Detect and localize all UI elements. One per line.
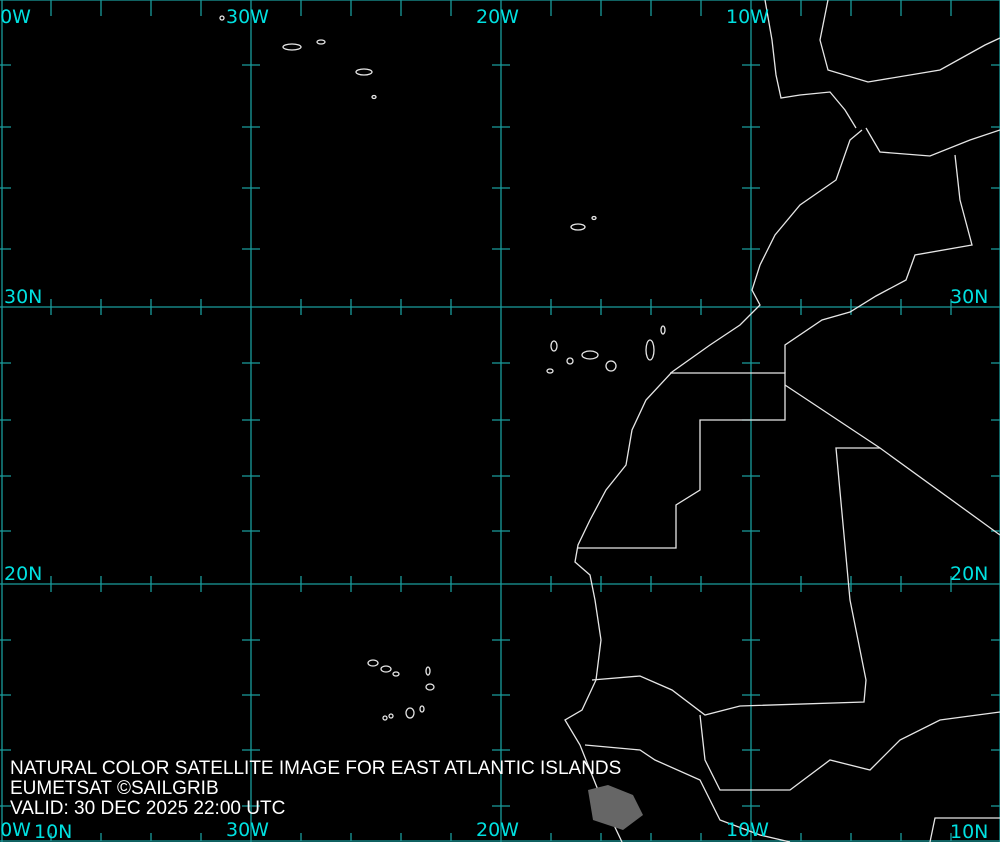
caption-valid-time: VALID: 30 DEC 2025 22:00 UTC bbox=[10, 798, 286, 819]
caption-credit: EUMETSAT ©SAILGRIB bbox=[10, 778, 219, 799]
lat-label-left-30n: 30N bbox=[4, 286, 43, 308]
canary-islands bbox=[546, 325, 666, 374]
lat-label-right-20n: 20N bbox=[950, 563, 989, 585]
africa-west-coast bbox=[564, 129, 863, 842]
caption-title: NATURAL COLOR SATELLITE IMAGE FOR EAST A… bbox=[10, 758, 622, 779]
lon-label-top-20w: 20W bbox=[476, 6, 519, 28]
bijagos-islands bbox=[588, 785, 643, 830]
lon-label-bottom-40w: 40W bbox=[0, 819, 31, 841]
iberia-coast bbox=[764, 0, 857, 129]
madeira-islands bbox=[570, 215, 597, 231]
lon-label-bottom-20w: 20W bbox=[476, 819, 519, 841]
azores-islands bbox=[219, 15, 377, 100]
cape-verde-islands bbox=[367, 659, 435, 721]
western-sahara-border bbox=[578, 372, 786, 549]
lat-label-left-20n: 20N bbox=[4, 563, 43, 585]
lon-label-top-40w: 40W bbox=[0, 6, 31, 28]
coastlines bbox=[219, 0, 1000, 842]
lon-label-bottom-10w: 10W bbox=[726, 819, 769, 841]
lon-label-top-30w: 30W bbox=[226, 6, 269, 28]
west-africa-borders bbox=[699, 711, 1000, 791]
lat-label-right-10n: 10N bbox=[950, 821, 989, 842]
lon-label-bottom-30w: 30W bbox=[226, 819, 269, 841]
guinea-border bbox=[584, 744, 791, 842]
lat-label-right-30n: 30N bbox=[950, 286, 989, 308]
sahel-border bbox=[929, 817, 1000, 842]
lon-label-top-10w: 10W bbox=[726, 6, 769, 28]
mauritania-border bbox=[784, 384, 1000, 536]
mauritania-mali-border bbox=[591, 447, 880, 716]
spain-coast-east bbox=[819, 0, 1000, 83]
morocco-algeria-border bbox=[784, 154, 973, 373]
image-caption: NATURAL COLOR SATELLITE IMAGE FOR EAST A… bbox=[10, 759, 621, 819]
north-africa-coast bbox=[865, 127, 1000, 157]
lat-label-left-10n: 10N bbox=[34, 821, 73, 842]
